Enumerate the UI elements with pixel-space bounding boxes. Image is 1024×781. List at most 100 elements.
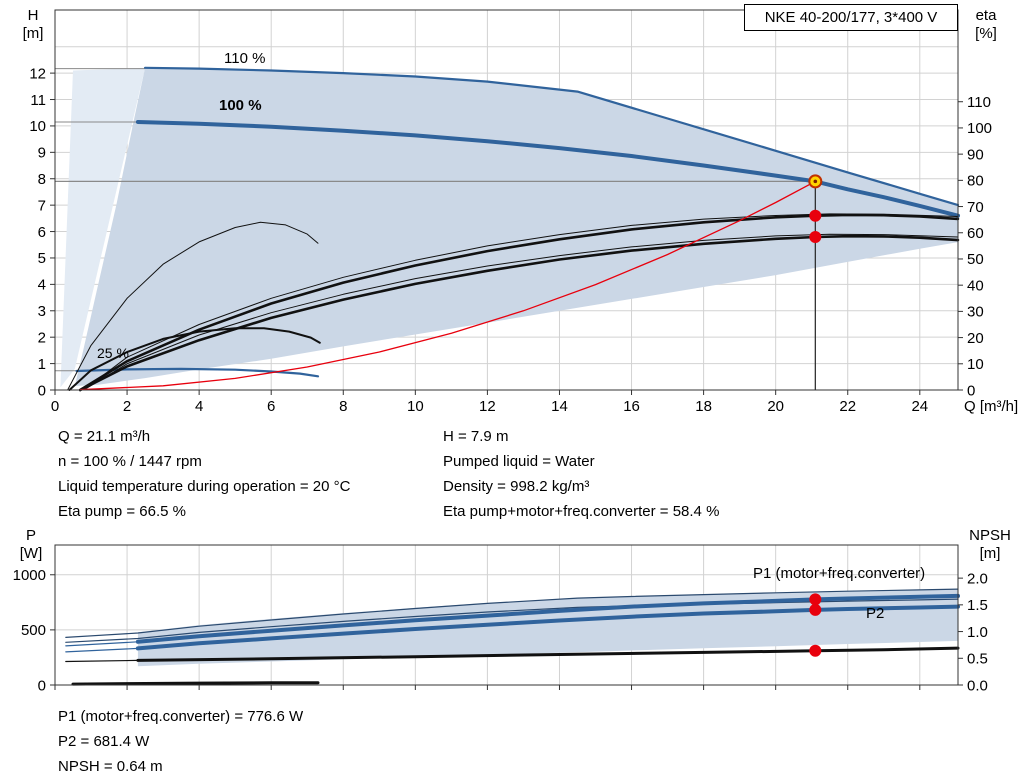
p1-curve: [135, 593, 960, 644]
svg-text:24: 24: [911, 398, 928, 415]
svg-text:2: 2: [38, 329, 46, 346]
result-p2: P2 = 681.4 W: [58, 733, 150, 750]
p1-curve-110pct: [65, 588, 959, 639]
svg-text:0: 0: [51, 398, 59, 415]
svg-text:NPSH: NPSH: [969, 527, 1011, 544]
result-density: Density = 998.2 kg/m³: [443, 478, 590, 495]
svg-text:110 %: 110 %: [224, 50, 265, 67]
svg-text:14: 14: [551, 398, 568, 415]
svg-text:3: 3: [38, 303, 46, 320]
svg-text:4: 4: [38, 277, 46, 294]
p2-curve-110pct: [65, 598, 959, 643]
svg-text:70: 70: [967, 199, 984, 216]
svg-text:22: 22: [839, 398, 856, 415]
svg-text:eta: eta: [976, 7, 998, 24]
eta-pump-curve: [78, 213, 960, 392]
svg-text:100: 100: [967, 120, 992, 137]
svg-text:12: 12: [479, 398, 496, 415]
operating-range-pale: [60, 67, 146, 388]
svg-text:90: 90: [967, 146, 984, 163]
eta-total-curve-25pct: [68, 327, 321, 391]
svg-text:Q [m³/h]: Q [m³/h]: [964, 398, 1018, 415]
svg-text:[%]: [%]: [975, 25, 997, 42]
svg-text:20: 20: [967, 330, 984, 347]
result-liquid: Pumped liquid = Water: [443, 453, 595, 470]
result-temperature: Liquid temperature during operation = 20…: [58, 478, 351, 495]
svg-text:16: 16: [623, 398, 640, 415]
svg-text:60: 60: [967, 225, 984, 242]
result-eta-total: Eta pump+motor+freq.converter = 58.4 %: [443, 503, 720, 520]
duty-point-eta-total: [809, 230, 822, 243]
npsh-curve: [136, 646, 960, 662]
svg-text:1000: 1000: [13, 567, 46, 584]
duty-point-eta-pump: [809, 209, 822, 222]
result-npsh: NPSH = 0.64 m: [58, 758, 163, 775]
svg-text:0: 0: [38, 382, 46, 399]
svg-text:0.5: 0.5: [967, 651, 988, 668]
svg-text:18: 18: [695, 398, 712, 415]
svg-text:1: 1: [38, 356, 46, 373]
svg-text:30: 30: [967, 304, 984, 321]
svg-text:1.0: 1.0: [967, 624, 988, 641]
svg-text:80: 80: [967, 173, 984, 190]
svg-text:12: 12: [29, 65, 46, 82]
svg-text:6: 6: [267, 398, 275, 415]
svg-text:P2: P2: [866, 605, 884, 622]
svg-text:[W]: [W]: [20, 545, 43, 562]
duty-point-p2: [809, 603, 822, 616]
svg-text:9: 9: [38, 145, 46, 162]
duty-point-npsh: [809, 644, 822, 657]
eta-pump-curve-25pct: [67, 221, 319, 391]
pump-model-box: NKE 40-200/177, 3*400 V: [744, 4, 958, 31]
svg-text:H: H: [28, 7, 39, 24]
qh-eta-chart: 0123456789101112010203040506070809010011…: [23, 7, 1019, 415]
p1-curve-ext: [65, 641, 139, 647]
svg-text:0: 0: [38, 677, 46, 694]
svg-text:110: 110: [967, 94, 991, 111]
result-p1: P1 (motor+freq.converter) = 776.6 W: [58, 708, 304, 725]
svg-text:40: 40: [967, 277, 984, 294]
svg-text:1.5: 1.5: [967, 597, 988, 614]
svg-text:7: 7: [38, 197, 46, 214]
pump-model-label: NKE 40-200/177, 3*400 V: [764, 9, 938, 26]
svg-text:8: 8: [339, 398, 347, 415]
qh-curve-110pct: [144, 66, 960, 207]
svg-text:[m]: [m]: [980, 545, 1001, 562]
svg-text:0.0: 0.0: [967, 677, 988, 694]
result-head: H = 7.9 m: [443, 428, 509, 445]
power-range: [137, 588, 958, 667]
svg-text:50: 50: [967, 251, 984, 268]
svg-text:11: 11: [30, 92, 46, 109]
result-flow: Q = 21.1 m³/h: [58, 428, 151, 445]
qh-curve-25pct: [75, 367, 320, 378]
svg-text:8: 8: [38, 171, 46, 188]
svg-text:10: 10: [29, 118, 46, 135]
svg-text:10: 10: [407, 398, 424, 415]
svg-text:P: P: [26, 527, 36, 544]
result-eta-pump: Eta pump = 66.5 %: [58, 503, 186, 520]
svg-text:5: 5: [38, 250, 46, 267]
result-speed: n = 100 % / 1447 rpm: [58, 453, 202, 470]
qh-curve-100pct: [135, 120, 960, 218]
svg-text:[m]: [m]: [23, 25, 44, 42]
svg-text:100 %: 100 %: [219, 97, 262, 114]
power-npsh-chart: 0 500 1000 0.0 0.5 1.0 1.5 2.0 P[W] NPSH[m] P1 (mo…: [13, 527, 1011, 694]
system-curve: [79, 180, 816, 391]
svg-text:P1 (motor+freq.converter): P1 (motor+freq.converter): [753, 565, 925, 582]
p2-curve-ext: [65, 647, 139, 653]
duty-point-p1: [809, 593, 822, 606]
npsh-curve-ext: [65, 659, 139, 663]
svg-text:2: 2: [123, 398, 131, 415]
svg-text:500: 500: [21, 622, 46, 639]
svg-text:10: 10: [967, 356, 984, 373]
svg-text:2.0: 2.0: [967, 570, 988, 587]
svg-text:20: 20: [767, 398, 784, 415]
svg-text:4: 4: [195, 398, 203, 415]
svg-text:25 %: 25 %: [97, 345, 129, 361]
svg-text:6: 6: [38, 224, 46, 241]
power-curve-25pct: [71, 681, 320, 686]
p2-curve: [135, 604, 960, 651]
svg-text:0: 0: [967, 382, 975, 399]
